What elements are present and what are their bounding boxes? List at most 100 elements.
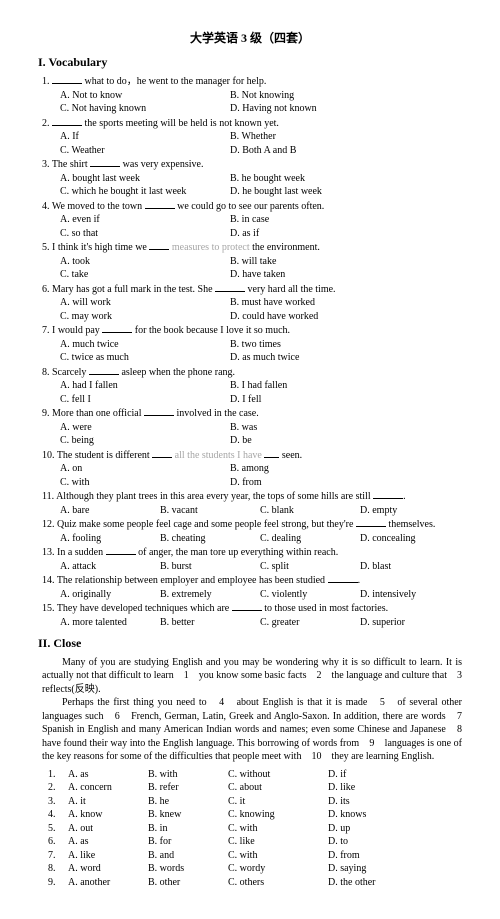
d: D. its (328, 795, 408, 809)
q2-a: A. If (60, 130, 230, 144)
q12-b-stem: themselves. (388, 519, 435, 530)
blank (149, 240, 169, 250)
c: C. knowing (228, 808, 328, 822)
a: A. as (68, 835, 148, 849)
q5-grey: measures to protect (172, 242, 250, 253)
c: C. others (228, 876, 328, 890)
q13-a: A. attack (60, 560, 160, 574)
q15-b: B. better (160, 616, 260, 630)
cloze-opt-2: 2.A. concernB. referC. aboutD. like (48, 781, 462, 795)
q15-d: D. superior (360, 616, 460, 630)
a: A. word (68, 862, 148, 876)
q8: 8. Scarcely asleep when the phone rang. … (42, 365, 462, 407)
q13-c: C. split (260, 560, 360, 574)
q12-c: C. dealing (260, 532, 360, 546)
q11-b: B. vacant (160, 504, 260, 518)
blank (144, 406, 174, 416)
a: A. out (68, 822, 148, 836)
q13-b: B. burst (160, 560, 260, 574)
n: 7. (48, 849, 68, 863)
d: D. the other (328, 876, 408, 890)
b: B. refer (148, 781, 228, 795)
q1-num: 1. (42, 76, 50, 87)
n: 5. (48, 822, 68, 836)
cloze-opt-6: 6.A. asB. forC. likeD. to (48, 835, 462, 849)
q14-a: A. originally (60, 588, 160, 602)
blank (52, 74, 82, 84)
q6-a-stem: 6. Mary has got a full mark in the test.… (42, 284, 213, 295)
q7-c: C. twice as much (60, 351, 230, 365)
d: D. saying (328, 862, 408, 876)
q10-a-stem: 10. The student is different (42, 450, 150, 461)
q4-b: B. in case (230, 213, 400, 227)
q3: 3. The shirt was very expensive. A. boug… (42, 157, 462, 199)
q7: 7. I would pay for the book because I lo… (42, 323, 462, 365)
q11-stem: 11. Although they plant trees in this ar… (42, 491, 371, 502)
q9-a: A. were (60, 421, 230, 435)
q7-a: A. much twice (60, 338, 230, 352)
q15: 15. They have developed techniques which… (42, 601, 462, 629)
n: 3. (48, 795, 68, 809)
q2-c: C. Weather (60, 144, 230, 158)
q3-c: C. which he bought it last week (60, 185, 230, 199)
q3-a-stem: 3. The shirt (42, 159, 88, 170)
c: C. without (228, 768, 328, 782)
cloze-opt-9: 9.A. anotherB. otherC. othersD. the othe… (48, 876, 462, 890)
q2-d: D. Both A and B (230, 144, 400, 158)
q1: 1. what to do，he went to the manager for… (42, 74, 462, 116)
n: 2. (48, 781, 68, 795)
c: C. like (228, 835, 328, 849)
blank (152, 448, 172, 458)
q11-a: A. bare (60, 504, 160, 518)
q3-d: D. he bought last week (230, 185, 400, 199)
q9-d: D. be (230, 434, 400, 448)
q5-b-stem: the environment. (252, 242, 320, 253)
q6: 6. Mary has got a full mark in the test.… (42, 282, 462, 324)
q8-c: C. fell I (60, 393, 230, 407)
n: 1. (48, 768, 68, 782)
q8-b-stem: asleep when the phone rang. (121, 367, 235, 378)
blank (145, 199, 175, 209)
d: D. up (328, 822, 408, 836)
q9-c: C. being (60, 434, 230, 448)
a: A. like (68, 849, 148, 863)
q10-b-stem: seen. (282, 450, 302, 461)
doc-title: 大学英语 3 级（四套） (38, 30, 462, 46)
blank (356, 517, 386, 527)
q12-a: A. fooling (60, 532, 160, 546)
blank (52, 116, 82, 126)
q4-a-stem: 4. We moved to the town (42, 201, 142, 212)
q12: 12. Quiz make some people feel cage and … (42, 517, 462, 545)
q1-b: B. Not knowing (230, 89, 400, 103)
b: B. he (148, 795, 228, 809)
q9-b: B. was (230, 421, 400, 435)
q5-b: B. will take (230, 255, 400, 269)
q10-c: C. with (60, 476, 230, 490)
q13-a-stem: 13. In a sudden (42, 547, 103, 558)
q4-a: A. even if (60, 213, 230, 227)
a: A. concern (68, 781, 148, 795)
a: A. it (68, 795, 148, 809)
q3-a: A. bought last week (60, 172, 230, 186)
section-vocab: I. Vocabulary (38, 54, 462, 70)
q2-b: B. Whether (230, 130, 400, 144)
blank (328, 573, 358, 583)
q5-d: D. have taken (230, 268, 400, 282)
q7-d: D. as much twice (230, 351, 400, 365)
q11-d: D. empty (360, 504, 460, 518)
n: 6. (48, 835, 68, 849)
d: D. from (328, 849, 408, 863)
q2-num: 2. (42, 118, 50, 129)
q10-d: D. from (230, 476, 400, 490)
q6-d: D. could have worked (230, 310, 400, 324)
q3-b: B. he bought week (230, 172, 400, 186)
d: D. if (328, 768, 408, 782)
q6-b-stem: very hard all the time. (248, 284, 336, 295)
q1-a: A. Not to know (60, 89, 230, 103)
c: C. it (228, 795, 328, 809)
q8-a-stem: 8. Scarcely (42, 367, 86, 378)
q12-d: D. concealing (360, 532, 460, 546)
q10-b: B. among (230, 462, 400, 476)
blank (102, 323, 132, 333)
cloze-opt-7: 7.A. likeB. andC. withD. from (48, 849, 462, 863)
